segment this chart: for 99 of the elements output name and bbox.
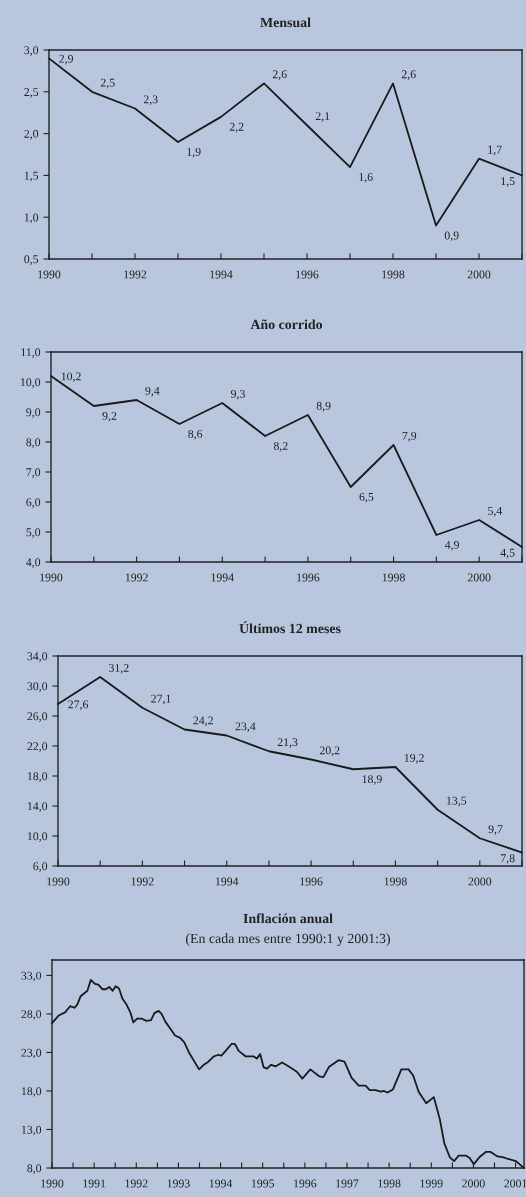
x-tick-label: 2000 <box>468 877 492 886</box>
y-tick-label: 18,0 <box>27 772 48 782</box>
x-tick-label: 1994 <box>210 270 233 279</box>
data-label: 0,9 <box>444 231 459 242</box>
x-tick-label: 1991 <box>83 1179 106 1188</box>
data-label: 9,3 <box>230 389 245 400</box>
chart-subtitle: (En cada mes entre 1990:1 y 2001:3) <box>186 933 390 946</box>
data-label: 9,2 <box>102 411 117 422</box>
x-tick-label: 1990 <box>38 270 61 279</box>
data-label: 2,1 <box>315 112 330 122</box>
y-tick-label: 14,0 <box>27 802 48 812</box>
data-label: 6,5 <box>359 492 374 503</box>
data-label: 1,6 <box>359 172 373 183</box>
y-tick-label: 2,0 <box>24 129 39 140</box>
y-tick-label: 8,0 <box>26 438 41 448</box>
y-tick-label: 0,5 <box>24 255 39 265</box>
y-tick-label: 1,0 <box>24 213 39 224</box>
data-label: 5,4 <box>488 506 503 517</box>
y-tick-label: 26,0 <box>27 712 48 722</box>
data-label: 2,6 <box>401 70 416 80</box>
data-label: 27,1 <box>151 694 171 705</box>
data-label: 10,2 <box>61 372 81 383</box>
data-label: 1,9 <box>187 147 201 158</box>
x-tick-label: 1998 <box>384 877 407 886</box>
x-tick-label: 2000 <box>462 1179 485 1188</box>
x-tick-label: 1995 <box>251 1179 275 1188</box>
x-tick-label: 1993 <box>167 1179 190 1188</box>
data-label: 19,2 <box>404 753 424 764</box>
y-tick-label: 22,0 <box>27 742 48 752</box>
chart-title: Inflación anual <box>243 913 333 924</box>
y-tick-label: 11,0 <box>21 348 41 358</box>
y-tick-label: 6,0 <box>26 498 41 508</box>
x-tick-label: 1994 <box>209 1179 233 1188</box>
data-label: 9,4 <box>145 386 160 397</box>
data-label: 24,2 <box>193 716 213 727</box>
data-label: 9,7 <box>488 825 503 835</box>
data-label: 2,9 <box>59 54 73 65</box>
x-tick-label: 1996 <box>300 877 323 886</box>
chart-title: Año corrido <box>250 319 323 330</box>
x-tick-label: 1990 <box>41 1179 64 1188</box>
data-label: 7,8 <box>501 854 515 864</box>
chart-title: Últimos 12 meses <box>239 621 341 634</box>
data-label: 4,9 <box>444 540 459 551</box>
data-label: 2,3 <box>143 95 158 106</box>
x-tick-label: 1994 <box>211 573 234 582</box>
data-label: 1,7 <box>488 145 502 156</box>
y-tick-label: 4,0 <box>26 558 41 568</box>
y-tick-label: 10,0 <box>27 832 48 842</box>
y-tick-label: 2,5 <box>24 88 39 98</box>
data-label: 7,9 <box>402 431 417 442</box>
y-tick-label: 28,0 <box>21 1010 42 1020</box>
x-tick-label: 1990 <box>40 573 63 582</box>
data-label: 27,6 <box>68 700 89 711</box>
data-label: 18,9 <box>362 775 382 785</box>
y-tick-label: 5,0 <box>26 528 41 538</box>
y-tick-label: 18,0 <box>21 1087 42 1097</box>
x-tick-label: 1998 <box>382 573 405 582</box>
y-tick-label: 13,0 <box>21 1125 42 1136</box>
data-label: 2,2 <box>229 122 244 133</box>
x-tick-label: 1992 <box>131 877 154 886</box>
y-tick-label: 30,0 <box>27 682 48 692</box>
x-tick-label: 1994 <box>215 877 239 886</box>
data-label: 13,5 <box>447 796 467 807</box>
x-tick-label: 2000 <box>467 573 491 582</box>
x-tick-label: 1998 <box>382 270 405 279</box>
x-tick-label: 1997 <box>336 1179 359 1188</box>
y-tick-label: 8,0 <box>27 1164 42 1174</box>
x-tick-label: 1992 <box>125 1179 148 1188</box>
data-label: 4,5 <box>500 548 515 559</box>
data-label: 1,5 <box>501 177 515 187</box>
x-tick-label: 1998 <box>378 1179 401 1188</box>
data-label: 23,4 <box>235 722 256 733</box>
data-label: 8,2 <box>273 441 288 452</box>
data-label: 21,3 <box>277 738 298 748</box>
x-tick-label: 1990 <box>47 877 70 886</box>
x-tick-label: 1996 <box>296 270 319 279</box>
y-tick-label: 34,0 <box>27 652 48 662</box>
y-tick-label: 3,0 <box>24 46 39 56</box>
y-tick-label: 10,0 <box>20 378 41 388</box>
data-label: 20,2 <box>319 746 340 757</box>
data-label: 8,9 <box>316 401 331 412</box>
x-tick-label: 1992 <box>125 573 148 582</box>
x-tick-label: 1996 <box>294 1179 317 1188</box>
y-tick-label: 1,5 <box>24 171 39 182</box>
x-tick-label: 2001 <box>504 1179 526 1188</box>
data-label: 31,2 <box>109 663 129 674</box>
y-tick-label: 7,0 <box>26 468 41 478</box>
x-tick-label: 1996 <box>297 573 320 582</box>
x-tick-label: 1992 <box>124 270 147 279</box>
y-tick-label: 23,0 <box>21 1048 42 1059</box>
y-tick-label: 33,0 <box>21 971 42 982</box>
x-tick-label: 1999 <box>420 1179 443 1188</box>
y-tick-label: 6,0 <box>33 862 48 872</box>
y-tick-label: 9,0 <box>26 408 41 418</box>
x-tick-label: 2000 <box>467 270 491 279</box>
data-label: 2,5 <box>100 78 115 89</box>
chart-title: Mensual <box>260 17 311 28</box>
data-label: 8,6 <box>188 429 203 440</box>
data-label: 2,6 <box>272 70 287 80</box>
